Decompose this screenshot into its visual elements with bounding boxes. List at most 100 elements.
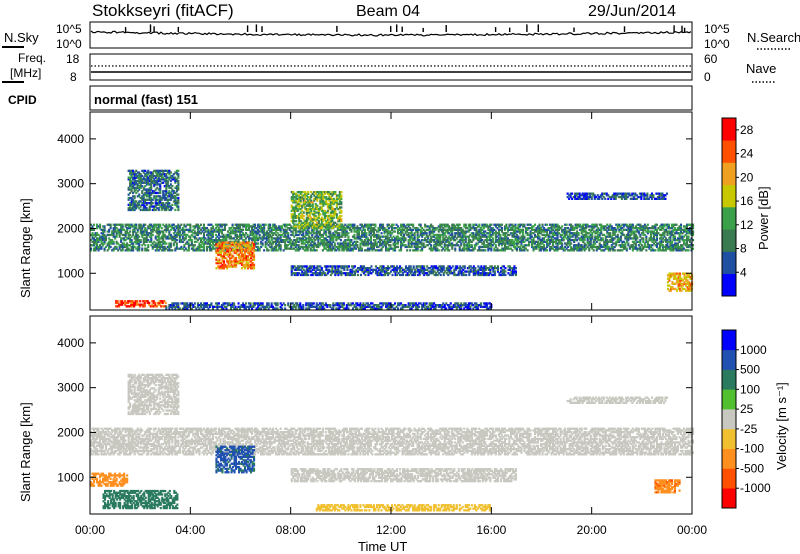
vel-y-tick-label: 1000 bbox=[57, 470, 84, 484]
power-x-ticks bbox=[89, 112, 693, 310]
x-tick-label: 08:00 bbox=[276, 523, 306, 537]
date-label: 29/Jun/2014 bbox=[588, 3, 676, 20]
power-cbar-label: Power [dB] bbox=[756, 186, 771, 250]
velocity-colorbar-segment bbox=[722, 448, 736, 469]
nsearch-label: N.Search bbox=[747, 30, 800, 45]
velocity-colorbar-tick: 1000 bbox=[740, 343, 767, 357]
velocity-colorbar-segment bbox=[722, 409, 736, 430]
power-echo-band bbox=[90, 223, 695, 252]
velocity-ylabel: Slant Range [km] bbox=[18, 402, 33, 502]
station-title: Stokkseyri (fitACF) bbox=[92, 1, 234, 20]
vel-echo-band bbox=[654, 479, 681, 494]
nsky-trace bbox=[90, 30, 692, 37]
freq-label: Freq. bbox=[18, 51, 46, 65]
power-echo-band bbox=[215, 241, 256, 270]
vel-echo-band bbox=[102, 489, 179, 510]
nave-tick-low: 0 bbox=[704, 70, 711, 84]
power-echo-band bbox=[290, 191, 343, 230]
velocity-y-ticks: 1000 2000 3000 4000 bbox=[57, 336, 692, 484]
velocity-colorbar-segment bbox=[722, 389, 736, 410]
power-colorbar-tick: 28 bbox=[740, 123, 754, 137]
power-cells bbox=[90, 169, 695, 310]
power-colorbar-segment bbox=[722, 140, 736, 163]
power-colorbar-segment bbox=[722, 118, 736, 141]
vel-echo-band bbox=[215, 445, 256, 474]
freq-tick-high: 18 bbox=[66, 52, 80, 66]
velocity-colorbar-segment bbox=[722, 428, 736, 449]
power-echo-band bbox=[566, 192, 668, 200]
power-y-ticks: 1000 2000 3000 4000 bbox=[57, 132, 692, 280]
velocity-colorbar-segment bbox=[722, 468, 736, 489]
beam-label: Beam 04 bbox=[356, 3, 420, 20]
power-y-tick-label: 1000 bbox=[57, 266, 84, 280]
x-tick-label: 00:00 bbox=[75, 523, 105, 537]
velocity-colorbar-tick: 100 bbox=[740, 382, 760, 396]
nsearch-tick-low: 10^0 bbox=[704, 37, 730, 51]
freq-panel: Freq. [MHz] 18 8 Nave 60 0 bbox=[2, 51, 776, 84]
x-tick-label: 12:00 bbox=[376, 523, 406, 537]
power-colorbar: 4 8 12 16 20 24 28 bbox=[721, 117, 754, 297]
power-colorbar-tick: 20 bbox=[740, 170, 754, 184]
x-tick-label: 04:00 bbox=[175, 523, 205, 537]
nave-tick-high: 60 bbox=[704, 52, 718, 66]
vel-y-tick-label: 4000 bbox=[57, 336, 84, 350]
power-ylabel: Slant Range [km] bbox=[18, 198, 33, 298]
freq-unit: [MHz] bbox=[10, 66, 41, 80]
nsky-label: N.Sky bbox=[4, 30, 39, 45]
cpid-label: CPID bbox=[8, 93, 37, 107]
power-colorbar-segment bbox=[722, 273, 736, 297]
velocity-colorbar-tick: -500 bbox=[740, 461, 764, 475]
velocity-cells bbox=[90, 373, 695, 512]
power-y-tick-label: 2000 bbox=[57, 221, 84, 235]
velocity-colorbar-tick: -1000 bbox=[740, 481, 771, 495]
vel-y-tick-label: 3000 bbox=[57, 381, 84, 395]
velocity-colorbar-tick: -100 bbox=[740, 442, 764, 456]
vel-echo-band bbox=[90, 472, 129, 487]
power-colorbar-segment bbox=[722, 251, 736, 275]
x-tick-label: 16:00 bbox=[476, 523, 506, 537]
nsky-tick-high: 10^5 bbox=[56, 22, 82, 36]
power-echo-band bbox=[115, 300, 167, 308]
nsky-spikes bbox=[124, 24, 686, 32]
power-echo-band bbox=[127, 169, 180, 212]
velocity-colorbar: 1000 500 100 25 -25 -100 -500 -1000 bbox=[721, 329, 771, 509]
nave-label: Nave bbox=[746, 61, 776, 76]
cpid-text: normal (fast) 151 bbox=[94, 92, 198, 107]
velocity-colorbar-segment bbox=[722, 488, 736, 509]
velocity-colorbar-tick: 25 bbox=[740, 402, 754, 416]
power-y-tick-label: 3000 bbox=[57, 177, 84, 191]
freq-tick-low: 8 bbox=[70, 70, 77, 84]
velocity-panel: 1000 2000 3000 4000 00:00 04:00 08:00 12:00 16:… bbox=[18, 315, 789, 537]
x-tick-label: 00:00 bbox=[677, 523, 707, 537]
nsky-panel: N.Sky 10^5 10^0 N.Search 10^5 10^0 bbox=[2, 21, 800, 51]
power-echo-band bbox=[290, 265, 517, 277]
cpid-panel: CPID normal (fast) 151 bbox=[8, 85, 693, 111]
power-colorbar-segment bbox=[722, 207, 736, 230]
power-colorbar-tick: 16 bbox=[740, 194, 754, 208]
power-colorbar-segment bbox=[722, 184, 736, 208]
vel-y-tick-label: 2000 bbox=[57, 425, 84, 439]
velocity-colorbar-tick: 500 bbox=[740, 363, 760, 377]
vel-echo-band bbox=[566, 396, 668, 404]
nsky-tick-low: 10^0 bbox=[56, 37, 82, 51]
power-panel: 1000 2000 3000 4000 Slant Range [km] 4 8 12 16… bbox=[18, 111, 771, 311]
power-colorbar-segment bbox=[722, 229, 736, 252]
velocity-colorbar-tick: -25 bbox=[740, 422, 758, 436]
velocity-cbar-label: Velocity [m s⁻¹] bbox=[774, 382, 789, 470]
power-colorbar-tick: 4 bbox=[740, 265, 747, 279]
velocity-x-ticks: 00:00 04:00 08:00 12:00 16:00 20:00 00:00 bbox=[75, 316, 707, 537]
power-colorbar-segment bbox=[722, 162, 736, 186]
power-colorbar-tick: 12 bbox=[740, 218, 754, 232]
power-colorbar-tick: 24 bbox=[740, 147, 754, 161]
velocity-colorbar-segment bbox=[722, 349, 736, 370]
power-echo-band bbox=[165, 302, 493, 310]
velocity-colorbar-segment bbox=[722, 330, 736, 351]
vel-echo-band bbox=[90, 427, 695, 456]
nsearch-tick-high: 10^5 bbox=[704, 22, 730, 36]
power-echo-band bbox=[666, 272, 694, 292]
power-y-tick-label: 4000 bbox=[57, 132, 84, 146]
power-colorbar-tick: 8 bbox=[740, 242, 747, 256]
x-axis-label: Time UT bbox=[358, 539, 407, 554]
vel-echo-band bbox=[127, 373, 180, 416]
